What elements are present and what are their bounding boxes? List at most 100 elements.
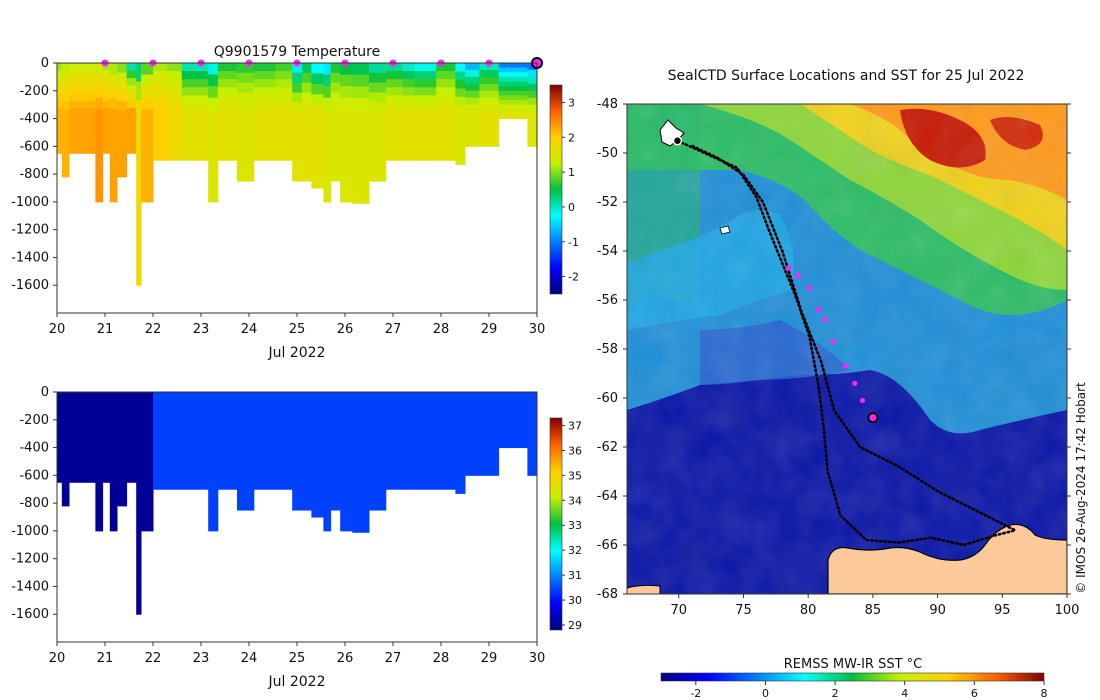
salinity-cell [117, 410, 128, 421]
salinity-cell [340, 496, 353, 509]
temperature-cell [95, 144, 104, 157]
salinity-cell [301, 411, 312, 423]
salinity-cell [402, 432, 416, 442]
salinity-cell [369, 460, 387, 472]
salinity-cell [83, 444, 96, 453]
salinity-cell [292, 441, 303, 452]
salinity-cell [57, 407, 63, 416]
temperature-cell [109, 144, 118, 157]
salinity-cell [330, 490, 341, 501]
salinity-cell [61, 392, 70, 402]
temperature-cell [141, 167, 154, 180]
salinity-xtick-label: 26 [337, 651, 354, 666]
salinity-cell [136, 540, 142, 560]
temperature-cell [181, 152, 209, 161]
sst-colorbar-ticks: -2 0 2 4 6 8 [690, 681, 1048, 700]
salinity-cell [402, 473, 416, 482]
temperature-cell [369, 122, 387, 133]
salinity-cell [181, 408, 209, 417]
salinity-cell [330, 500, 341, 511]
salinity-cell [292, 392, 303, 403]
temperature-cell [402, 144, 416, 153]
temperature-cell [479, 83, 500, 92]
map-lat-tick-label: -56 [597, 293, 618, 308]
salinity-cell [61, 448, 70, 459]
temperature-xtick-label: 29 [481, 322, 498, 337]
salinity-cell [414, 481, 437, 490]
temperature-xtick-label: 20 [49, 322, 66, 337]
salinity-xlabel: Jul 2022 [268, 674, 326, 690]
temperature-cell [323, 144, 332, 157]
salinity-cell [117, 420, 128, 431]
temperature-cell [330, 141, 341, 153]
salinity-cell [237, 480, 255, 491]
temperature-cell [167, 63, 183, 72]
temperature-cell [57, 108, 63, 117]
temperature-cell [385, 87, 404, 96]
salinity-cell [455, 434, 466, 444]
salinity-cell [95, 438, 104, 451]
temperature-cell [237, 102, 255, 113]
salinity-cell [153, 408, 168, 417]
salinity-ytick-label: -1000 [11, 524, 49, 539]
temperature-cell [301, 151, 312, 162]
temperature-cell [465, 63, 480, 71]
salinity-cell [208, 449, 219, 462]
temperature-cell [537, 75, 543, 81]
salinity-cell [402, 448, 416, 458]
temperature-cell [537, 86, 543, 92]
temperature-cell [275, 71, 293, 80]
map-lon-tick-label: 70 [670, 603, 687, 618]
salinity-cell [498, 433, 528, 439]
sst-map-panel: SealCTD Surface Locations and SST for 25… [597, 68, 1080, 700]
salinity-cell [167, 481, 183, 490]
salinity-cell [237, 431, 255, 442]
salinity-cell [83, 429, 96, 438]
temperature-cell [136, 100, 142, 120]
salinity-cell [414, 416, 437, 425]
temperature-cell [126, 138, 137, 147]
salinity-cell [436, 424, 456, 434]
salinity-cell [479, 447, 500, 455]
map-lon-tick-label: 75 [735, 603, 752, 618]
temperature-cell [340, 190, 353, 203]
salinity-cell [479, 392, 500, 400]
temperature-cell [109, 63, 118, 76]
salinity-cell [498, 419, 528, 425]
temperature-cell [217, 71, 238, 80]
temperature-ytick-label: -1200 [11, 223, 49, 238]
salinity-colorbar-tick-label: 35 [568, 469, 582, 482]
temperature-cell [385, 71, 404, 80]
temperature-cell [208, 167, 219, 180]
salinity-cell [537, 398, 543, 404]
salinity-cell [117, 458, 128, 469]
temperature-cell [275, 152, 293, 161]
temperature-cell [141, 132, 154, 145]
salinity-cell [136, 558, 142, 578]
salinity-cell [61, 410, 70, 421]
temperature-cell [498, 81, 528, 87]
salinity-cell [323, 426, 332, 439]
temperature-cell [323, 120, 332, 133]
salinity-cell [102, 459, 111, 468]
temperature-cell [217, 135, 238, 145]
temperature-cell [311, 115, 324, 126]
temperature-cell [311, 104, 324, 116]
temperature-cell [141, 190, 154, 203]
temperature-cell [153, 144, 168, 153]
recent-position [806, 285, 813, 291]
temperature-cell [126, 93, 137, 102]
temperature-colorbar-tick-label: 3 [568, 96, 575, 109]
salinity-cell [95, 496, 104, 509]
temperature-cell [181, 144, 209, 153]
salinity-xtick-label: 25 [289, 651, 306, 666]
temperature-cell [253, 63, 276, 72]
temperature-cell [301, 72, 312, 84]
salinity-cell [167, 448, 183, 458]
temperature-cell [57, 93, 63, 102]
salinity-cell [414, 456, 437, 466]
salinity-cell [330, 470, 341, 482]
temperature-cell [369, 92, 387, 103]
salinity-cell [95, 473, 104, 486]
salinity-cell [181, 456, 209, 466]
